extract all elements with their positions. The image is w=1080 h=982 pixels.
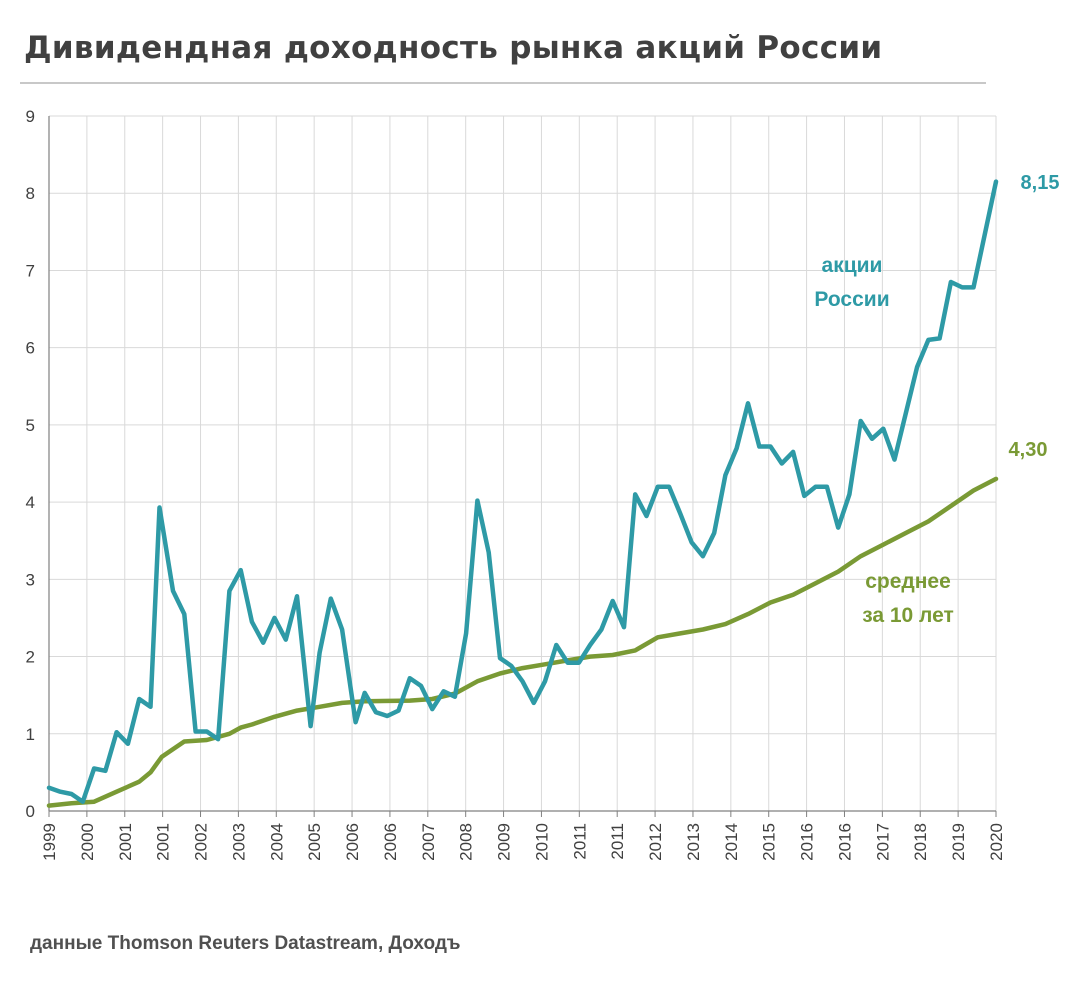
x-tick-label: 2008 xyxy=(457,823,476,861)
series-line-russia-stocks xyxy=(46,179,999,804)
series-annotation: России xyxy=(814,288,889,311)
x-tick-label: 2000 xyxy=(78,823,97,861)
x-tick-label: 2016 xyxy=(835,823,854,861)
chart-axes xyxy=(48,116,997,817)
x-tick-labels: 1999 2000 2001 2001 2002 2003 2004 2005 2006 2006… xyxy=(40,823,1006,861)
x-tick-label: 2007 xyxy=(419,823,438,861)
x-tick-label: 2006 xyxy=(381,823,400,861)
series-labels: 8,15 4,30 акции России среднее за 10 лет xyxy=(814,172,1059,627)
y-tick-labels: 0 1 2 3 4 5 6 7 8 9 xyxy=(26,107,35,821)
x-tick-label: 2013 xyxy=(684,823,703,861)
x-tick-label: 2001 xyxy=(154,823,173,861)
x-tick-label: 2018 xyxy=(911,823,930,861)
x-tick-label: 2005 xyxy=(305,823,324,861)
y-tick-label: 9 xyxy=(26,107,35,126)
y-tick-label: 2 xyxy=(26,648,35,667)
chart-grid xyxy=(49,115,997,811)
series-annotation: акции xyxy=(822,254,883,277)
x-tick-label: 2016 xyxy=(798,823,817,861)
x-tick-label: 2012 xyxy=(646,823,665,861)
x-tick-label: 2014 xyxy=(722,823,741,861)
end-value-label: 8,15 xyxy=(1021,172,1060,194)
y-tick-label: 1 xyxy=(26,725,35,744)
y-tick-label: 6 xyxy=(26,339,35,358)
y-tick-label: 0 xyxy=(26,802,35,821)
y-tick-label: 5 xyxy=(26,416,35,435)
x-tick-label: 2001 xyxy=(116,823,135,861)
x-tick-label: 2003 xyxy=(229,823,248,861)
series-annotation: за 10 лет xyxy=(862,604,954,627)
chart-title: Дивидендная доходность рынка акций Росси… xyxy=(24,30,883,66)
x-tick-label: 1999 xyxy=(40,823,59,861)
x-tick-label: 2015 xyxy=(760,823,779,861)
x-tick-label: 2006 xyxy=(343,823,362,861)
title-divider xyxy=(20,82,986,84)
series-line-10yr-average xyxy=(46,476,999,808)
series-lines xyxy=(46,179,999,808)
x-tick-label: 2010 xyxy=(532,823,551,861)
x-tick-label: 2011 xyxy=(608,823,627,860)
x-tick-label: 2019 xyxy=(949,823,968,861)
y-tick-label: 7 xyxy=(26,261,35,280)
x-tick-label: 2004 xyxy=(267,823,286,861)
y-tick-label: 3 xyxy=(26,570,35,589)
end-value-label: 4,30 xyxy=(1009,439,1048,461)
series-annotation: среднее xyxy=(865,570,951,593)
y-tick-label: 8 xyxy=(26,184,35,203)
y-tick-label: 4 xyxy=(26,493,35,512)
x-tick-label: 2017 xyxy=(873,823,892,861)
x-tick-label: 2011 xyxy=(570,823,589,860)
x-tick-label: 2002 xyxy=(192,823,211,861)
x-tick-label: 2009 xyxy=(495,823,514,861)
source-note: данные Thomson Reuters Datastream, Доход… xyxy=(30,933,461,954)
x-tick-label: 2020 xyxy=(987,823,1006,861)
